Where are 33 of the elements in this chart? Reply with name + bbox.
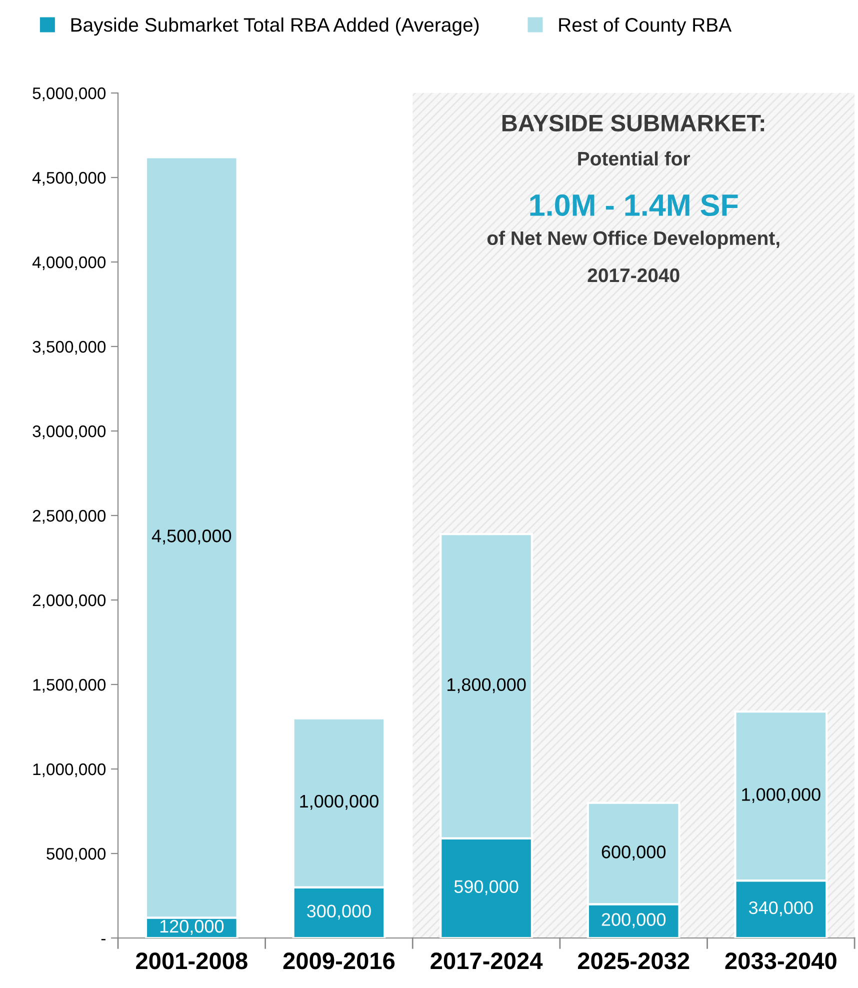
annotation: BAYSIDE SUBMARKET: <box>502 114 764 132</box>
data-label: 4,500,000 <box>152 530 232 544</box>
annotation: 2017-2040 <box>588 268 680 282</box>
y-tick-label: 2,500,000 <box>32 510 106 524</box>
data-label: 1,800,000 <box>448 678 526 694</box>
y-tick-label: 3,000,000 <box>32 425 106 440</box>
y-tick-label: 4,000,000 <box>32 256 106 270</box>
y-tick-label: 1,000,000 <box>33 763 106 778</box>
legend-label: Bayside Submarket Total RBA Added (Average) <box>71 18 479 36</box>
data-label: 340,000 <box>748 901 813 916</box>
y-tick-label: 4,500,000 <box>32 172 106 186</box>
annotation: of Net New Office Development, <box>487 230 780 249</box>
y-tick-label: 2,000,000 <box>32 594 106 608</box>
data-label: 1,000,000 <box>300 794 378 810</box>
data-label: 1,000,000 <box>742 788 820 804</box>
y-tick-label: 3,500,000 <box>32 340 106 355</box>
x-tick-label: 2017-2024 <box>430 952 543 970</box>
legend-label: Rest of County RBA <box>559 18 732 36</box>
x-tick-label: 2009-2016 <box>283 952 395 970</box>
data-label: 120,000 <box>160 920 224 935</box>
data-label: 200,000 <box>602 913 666 928</box>
y-tick-label: 5,000,000 <box>32 87 106 102</box>
data-label: 590,000 <box>454 880 518 896</box>
data-label: 300,000 <box>307 904 371 920</box>
y-tick-label: 500,000 <box>46 848 106 862</box>
x-tick-label: 2033-2040 <box>725 952 836 970</box>
annotation: 1.0M - 1.4M SF <box>530 194 738 216</box>
x-tick-label: 2025-2032 <box>578 952 690 970</box>
y-tick-label: - <box>101 938 106 940</box>
data-label: 600,000 <box>602 846 666 860</box>
y-tick-label: 1,500,000 <box>33 678 106 693</box>
x-tick-label: 2001-2008 <box>136 952 248 970</box>
annotation: Potential for <box>578 151 690 166</box>
